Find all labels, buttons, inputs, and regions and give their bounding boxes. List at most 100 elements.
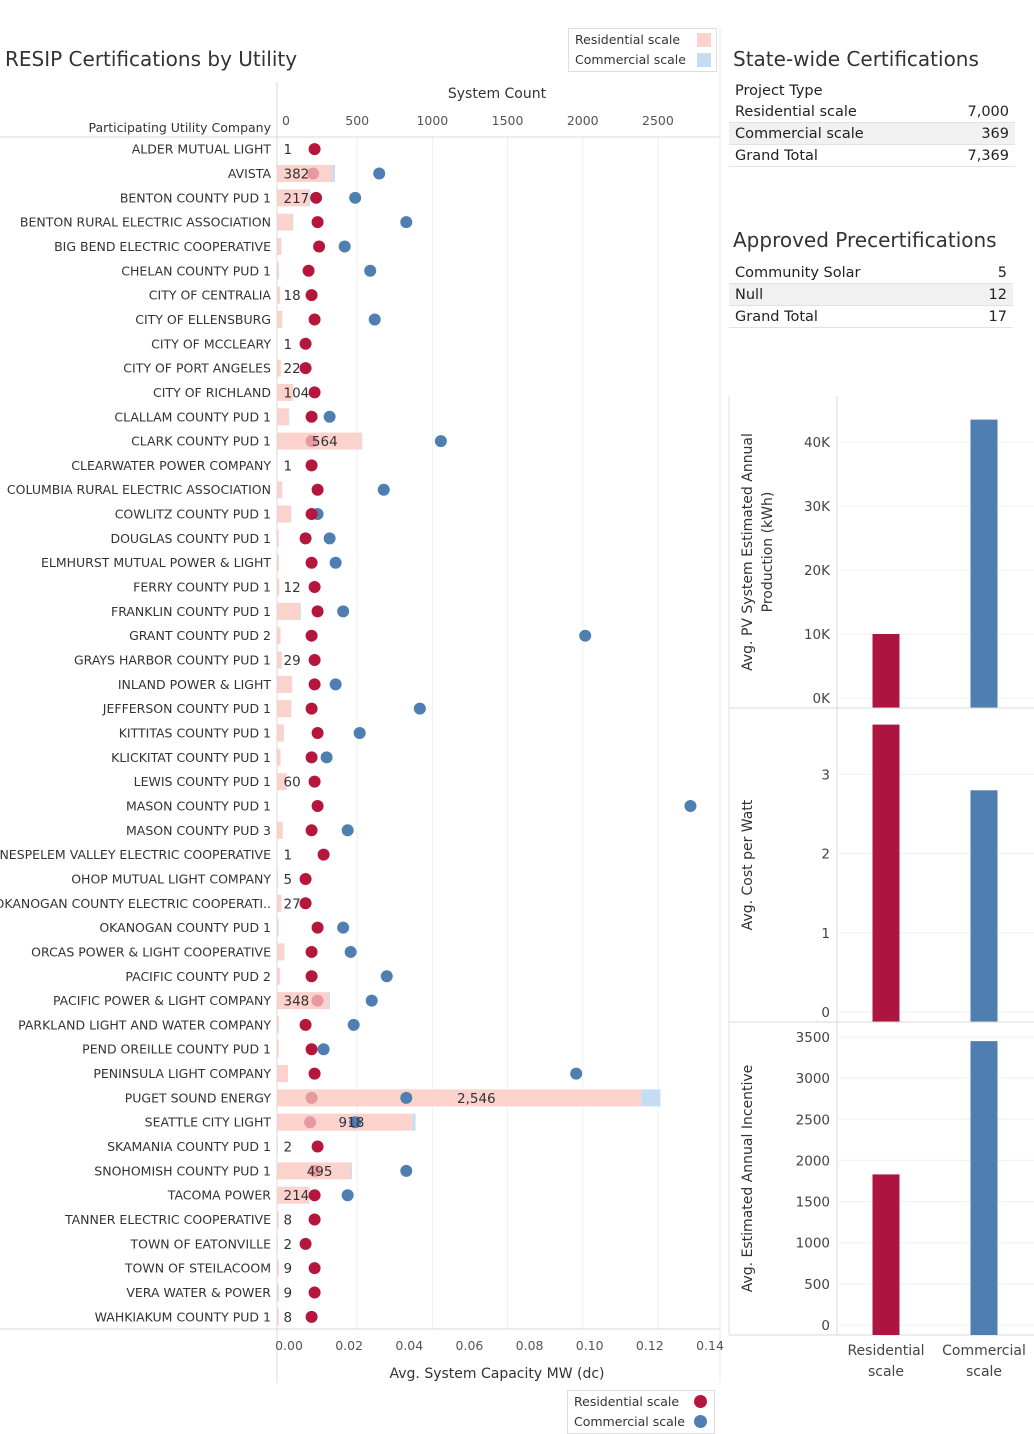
dot-residential	[308, 775, 321, 788]
bar-residential	[872, 1174, 900, 1335]
table-row[interactable]: Community Solar 5	[729, 262, 1013, 284]
bar-residential	[277, 554, 280, 572]
dot-commercial	[337, 921, 350, 934]
table-row: COLUMBIA RURAL ELECTRIC ASSOCIATION	[7, 481, 390, 499]
bottom-legend[interactable]: Residential scale Commercial scale	[567, 1390, 715, 1434]
tick-label: 2500	[796, 1112, 830, 1128]
table-row: GRANT COUNTY PUD 2	[129, 627, 592, 645]
utility-label: KITTITAS COUNTY PUD 1	[119, 726, 271, 741]
table-row: CLARK COUNTY PUD 1 564	[131, 432, 447, 450]
count-label: 9	[284, 1261, 293, 1277]
table-row: PENINSULA LIGHT COMPANY	[93, 1065, 583, 1083]
table-row: GRAYS HARBOR COUNTY PUD 1 29	[74, 651, 321, 669]
table-row: SKAMANIA COUNTY PUD 1 2	[107, 1138, 324, 1156]
dot-residential	[305, 459, 318, 472]
bar-residential	[872, 724, 900, 1022]
utility-label: PEND OREILLE COUNTY PUD 1	[82, 1042, 271, 1057]
dot-residential	[305, 751, 318, 764]
dot-residential	[310, 191, 323, 204]
bar-commercial	[970, 1041, 998, 1335]
tick-label: 3	[821, 767, 830, 783]
table-row: TACOMA POWER 214	[167, 1186, 354, 1204]
bar-residential	[277, 943, 285, 961]
bar-residential	[277, 602, 301, 620]
bar-commercial	[292, 213, 294, 231]
table-row: SNOHOMISH COUNTY PUD 1 495	[94, 1162, 413, 1180]
table-row[interactable]: Grand Total 7,369	[729, 144, 1015, 167]
legend-label: Residential scale	[574, 1394, 680, 1409]
top-tick-label: 1000	[416, 113, 448, 128]
table-row[interactable]: Null 12	[729, 283, 1013, 306]
table-row: JEFFERSON COUNTY PUD 1	[102, 700, 426, 718]
dot-residential	[305, 1310, 318, 1323]
table-row: FRANKLIN COUNTY PUD 1	[111, 602, 350, 620]
bar-residential	[277, 213, 293, 231]
dot-commercial	[570, 1067, 583, 1080]
tick-label: 1500	[796, 1195, 830, 1211]
dot-residential	[317, 848, 330, 861]
utility-label: CITY OF PORT ANGELES	[123, 361, 271, 376]
utility-label: PUGET SOUND ENERGY	[125, 1090, 272, 1105]
top-tick-label: 1500	[492, 113, 524, 128]
dot-residential	[311, 994, 324, 1007]
utility-label: CITY OF CENTRALIA	[149, 288, 272, 303]
count-label: 27	[284, 896, 301, 912]
count-label: 12	[284, 580, 301, 596]
dot-residential	[305, 702, 318, 715]
bottom-tick-label: 0.00	[275, 1338, 303, 1353]
bar-residential	[277, 237, 282, 255]
bar-residential	[277, 627, 281, 645]
count-label: 382	[284, 166, 310, 182]
tick-label: 3500	[796, 1030, 830, 1046]
bar-residential	[277, 1284, 279, 1302]
bar-residential	[277, 1186, 310, 1204]
dot-commercial	[373, 167, 386, 180]
top-tick-label: 0	[282, 113, 290, 128]
utility-label: PACIFIC POWER & LIGHT COMPANY	[53, 993, 271, 1008]
top-tick-label: 500	[345, 113, 369, 128]
table-row[interactable]: Commercial scale 369	[729, 122, 1015, 145]
top-legend[interactable]: Residential scale Commercial scale	[568, 28, 717, 72]
legend-swatch-residential	[697, 33, 711, 47]
legend-item-residential[interactable]: Residential scale	[574, 1394, 679, 1409]
legend-item-commercial[interactable]: Commercial scale	[575, 52, 686, 67]
dot-residential	[308, 1262, 321, 1275]
legend-item-residential[interactable]: Residential scale	[575, 32, 680, 47]
table-row: BIG BEND ELECTRIC COOPERATIVE	[54, 237, 351, 255]
utility-label: ELMHURST MUTUAL POWER & LIGHT	[41, 555, 271, 570]
legend-item-commercial[interactable]: Commercial scale	[574, 1414, 685, 1429]
bar-commercial	[641, 1089, 661, 1107]
bar-commercial	[412, 1113, 416, 1131]
table-row: OHOP MUTUAL LIGHT COMPANY 5	[71, 870, 312, 888]
table-header: Project Type	[735, 82, 823, 99]
utility-label: PARKLAND LIGHT AND WATER COMPANY	[18, 1017, 271, 1032]
bar-residential	[277, 1162, 351, 1180]
table-row[interactable]: Grand Total 17	[729, 305, 1013, 328]
bar-commercial	[328, 992, 330, 1010]
bar-residential	[277, 481, 283, 499]
utility-label: BIG BEND ELECTRIC COOPERATIVE	[54, 239, 271, 254]
table-row: INLAND POWER & LIGHT	[118, 675, 342, 693]
dot-residential	[299, 532, 312, 545]
table-row: PACIFIC COUNTY PUD 2	[125, 967, 393, 985]
bottom-tick-label: 0.08	[516, 1338, 544, 1353]
dot-residential	[308, 581, 321, 594]
table-row: TANNER ELECTRIC COOPERATIVE 8	[64, 1211, 321, 1229]
utility-label: SEATTLE CITY LIGHT	[145, 1115, 272, 1130]
table-row: SEATTLE CITY LIGHT 918	[145, 1113, 416, 1131]
dot-residential	[299, 897, 312, 910]
dot-residential	[299, 337, 312, 350]
count-label: 1	[284, 337, 293, 353]
table-row: OKANOGAN COUNTY ELECTRIC COOPERATI.. 27	[0, 894, 312, 912]
table-row[interactable]: Residential scale 7,000	[729, 101, 1015, 123]
tick-label: 40K	[804, 435, 831, 451]
count-label: 1	[284, 458, 293, 474]
bar-residential	[277, 1259, 279, 1277]
bar-residential	[277, 773, 287, 791]
count-label: 22	[284, 361, 301, 377]
bar-residential	[277, 675, 292, 693]
bar-residential	[277, 724, 284, 742]
bar-residential	[277, 1089, 642, 1107]
dot-commercial	[317, 1043, 330, 1056]
bar-commercial	[332, 164, 335, 182]
